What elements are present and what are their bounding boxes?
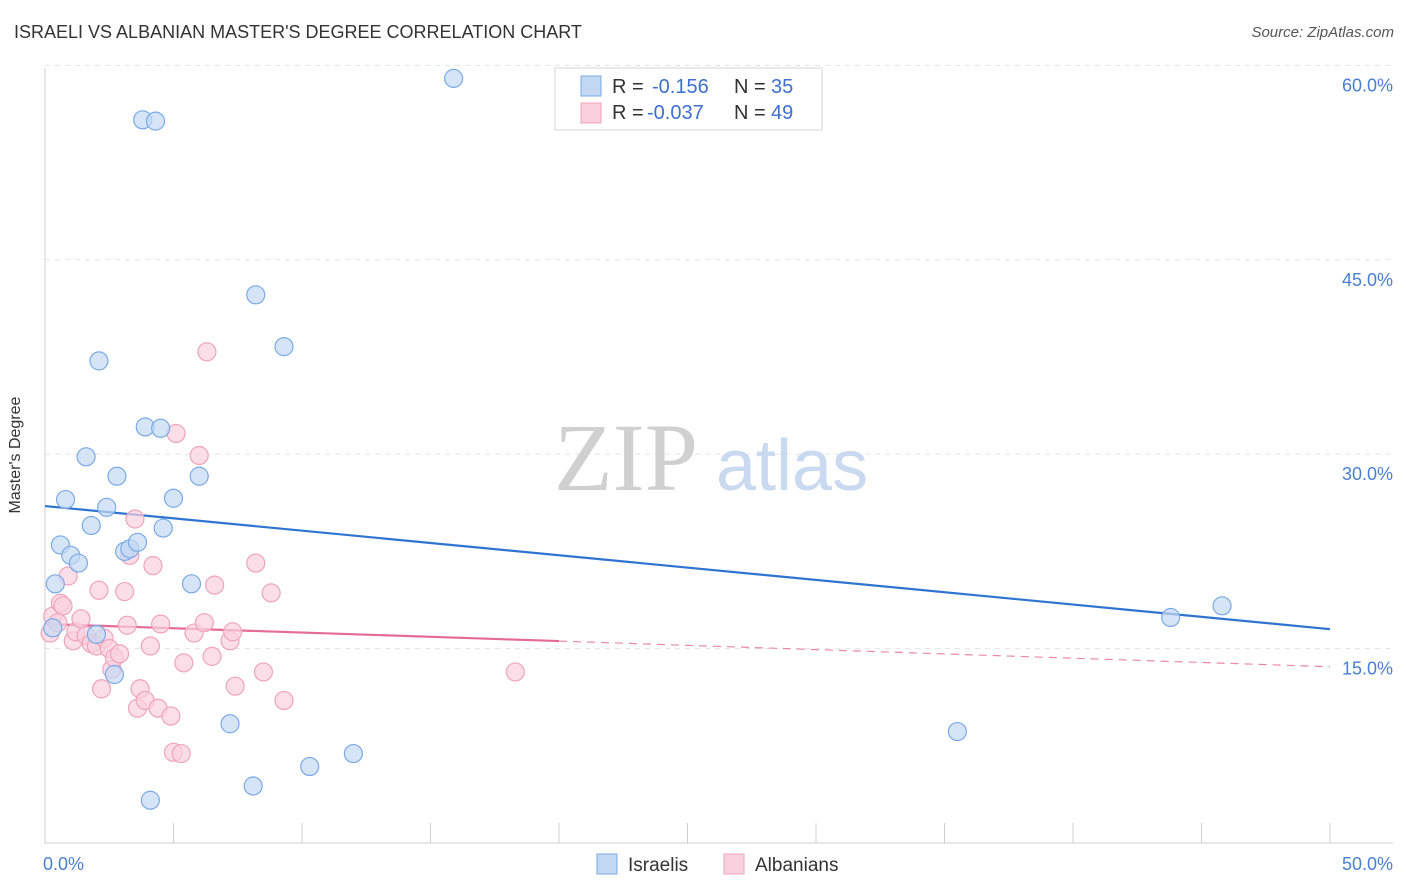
point-albanians: [246, 553, 266, 573]
point-israelis: [444, 68, 464, 88]
point-albanians: [274, 690, 294, 711]
stats-n-value-albanians: 49: [771, 102, 793, 124]
axes: [44, 68, 1393, 844]
point-albanians: [202, 646, 222, 666]
point-albanians: [140, 636, 160, 656]
x-tick-label-min: 0.0%: [43, 854, 84, 874]
point-israelis: [43, 618, 63, 638]
data-points: [40, 68, 1232, 810]
point-albanians: [91, 679, 112, 699]
point-albanians: [194, 613, 214, 633]
point-israelis: [81, 515, 101, 536]
point-albanians: [53, 596, 73, 616]
x-tick-labels: 0.0% 50.0%: [43, 854, 1393, 874]
point-israelis: [1161, 607, 1181, 628]
y-tick-label: 15.0%: [1342, 659, 1393, 679]
point-albanians: [161, 706, 181, 726]
point-albanians: [115, 581, 135, 602]
point-israelis: [127, 532, 148, 552]
stats-r-value-albanians: -0.037: [647, 102, 704, 124]
point-albanians: [253, 662, 274, 682]
watermark-atlas: atlas: [716, 426, 868, 506]
trend-line-extension-albanians: [558, 640, 1331, 668]
point-albanians: [151, 614, 171, 634]
point-albanians: [505, 662, 525, 682]
point-albanians: [174, 653, 194, 673]
legend-label-israelis: Israelis: [628, 855, 688, 876]
point-israelis: [243, 776, 263, 796]
y-tick-label: 60.0%: [1342, 75, 1393, 95]
point-albanians: [117, 615, 137, 635]
point-israelis: [76, 447, 96, 467]
point-israelis: [274, 337, 294, 357]
point-israelis: [55, 489, 76, 510]
point-albanians: [171, 743, 191, 764]
stats-swatch-israelis: [580, 75, 602, 97]
legend-swatch-albanians: [723, 853, 745, 875]
stats-n-value-israelis: 35: [771, 76, 793, 98]
point-albanians: [71, 609, 91, 629]
point-albanians: [143, 556, 163, 576]
stats-n-label-albanians: N =: [734, 102, 766, 124]
stats-r-value-israelis: -0.156: [652, 76, 709, 98]
point-israelis: [343, 743, 363, 764]
point-israelis: [220, 714, 240, 734]
point-israelis: [104, 664, 124, 685]
point-israelis: [68, 553, 89, 573]
point-albanians: [125, 509, 145, 529]
point-albanians: [109, 644, 130, 664]
point-israelis: [97, 497, 117, 517]
point-albanians: [261, 583, 281, 603]
point-israelis: [89, 351, 109, 371]
watermark: ZIP atlas: [554, 404, 868, 511]
stats-box: R = -0.156 N = 35 R = -0.037 N = 49: [554, 67, 823, 131]
point-israelis: [140, 790, 160, 810]
point-israelis: [45, 574, 65, 594]
point-israelis: [151, 418, 171, 438]
point-israelis: [947, 721, 967, 742]
point-albanians: [223, 622, 243, 642]
x-tick-label-max: 50.0%: [1342, 854, 1393, 874]
trend-line-israelis: [44, 504, 1331, 631]
legend: Israelis Albanians: [596, 853, 838, 876]
point-israelis: [153, 518, 173, 538]
source-label: Source: ZipAtlas.com: [1251, 24, 1394, 41]
point-albanians: [225, 676, 245, 696]
point-israelis: [86, 624, 107, 644]
stats-n-label-israelis: N =: [734, 76, 766, 98]
point-albanians: [197, 342, 217, 362]
point-israelis: [300, 756, 320, 777]
stats-r-label-israelis: R =: [612, 76, 644, 98]
legend-label-albanians: Albanians: [755, 855, 838, 876]
point-albanians: [189, 445, 209, 466]
point-albanians: [89, 580, 109, 600]
point-israelis: [163, 488, 184, 508]
chart-title: ISRAELI VS ALBANIAN MASTER'S DEGREE CORR…: [14, 22, 582, 42]
y-tick-label: 30.0%: [1342, 464, 1393, 484]
point-israelis: [181, 574, 202, 594]
grid-lines: [45, 64, 1393, 650]
y-tick-label: 45.0%: [1342, 270, 1393, 290]
stats-swatch-albanians: [580, 102, 602, 124]
point-israelis: [189, 466, 209, 486]
point-albanians: [205, 575, 225, 595]
point-israelis: [246, 285, 266, 305]
point-israelis: [107, 466, 127, 486]
point-israelis: [1212, 596, 1232, 616]
point-israelis: [145, 111, 166, 131]
stats-r-label-albanians: R =: [612, 102, 644, 124]
y-tick-labels: 15.0% 30.0% 45.0% 60.0%: [1342, 75, 1393, 678]
legend-swatch-israelis: [596, 853, 618, 875]
watermark-zip: ZIP: [554, 404, 698, 511]
